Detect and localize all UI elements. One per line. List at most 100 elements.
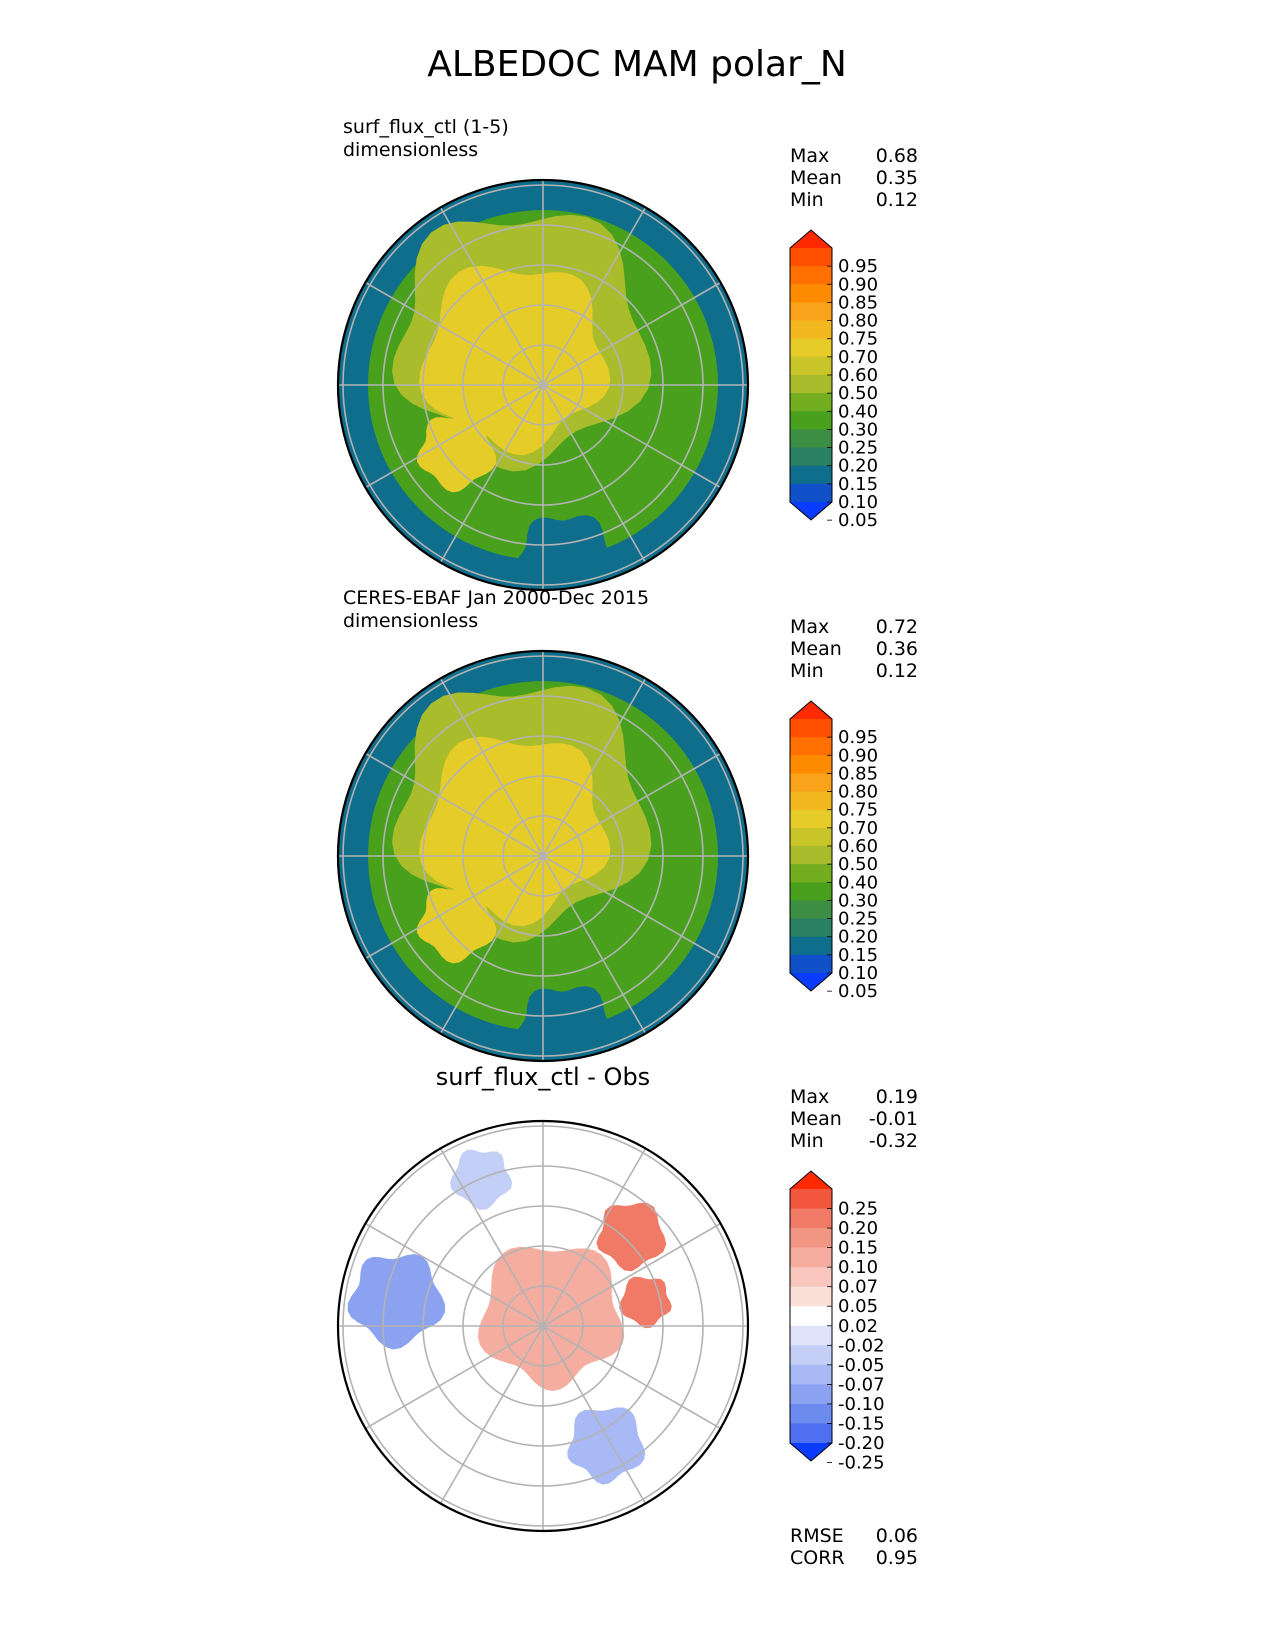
panel-test: surf_flux_ctl (1-5)dimensionless Max 0.68 M…: [336, 116, 918, 592]
colorbar-tick-label: 0.07: [838, 1277, 878, 1298]
colorbar-segment: [790, 320, 832, 340]
stat-label: Min: [790, 1130, 824, 1152]
colorbar-tick-label: 0.15: [838, 1238, 878, 1259]
colorbar-tick-label: 0.60: [838, 836, 878, 857]
stat-value: 0.68: [876, 145, 918, 167]
colorbar-extend-top: [790, 701, 832, 719]
colorbar-tick-label: 0.15: [838, 945, 878, 966]
stat-value: 0.06: [876, 1525, 918, 1547]
meridian-line: [439, 678, 647, 1034]
stat-label: Mean: [790, 167, 842, 189]
map-frame: [336, 1119, 750, 1533]
colorbar-tick-label: 0.05: [838, 1296, 878, 1317]
panel-subtitle: surf_flux_ctl (1-5): [343, 116, 509, 138]
colorbar-segment: [790, 1247, 832, 1268]
colorbar-segment: [790, 1384, 832, 1405]
stat-label: Mean: [790, 1108, 842, 1130]
colorbar-tick-label: 0.80: [838, 782, 878, 803]
colorbar-segment: [790, 791, 832, 811]
stat-value: 0.19: [876, 1086, 918, 1108]
colorbar-tick-label: 0.10: [838, 963, 878, 984]
map-frame: [336, 178, 750, 592]
stat-value: -0.32: [869, 1130, 918, 1152]
stat-label: CORR: [790, 1547, 845, 1569]
colorbar-tick-label: -0.15: [838, 1413, 885, 1434]
colorbar-tick-label: 0.85: [838, 763, 878, 784]
stat-label: Max: [790, 1086, 829, 1108]
colorbar-segment: [790, 755, 832, 774]
colorbar-tick-label: -0.05: [838, 1355, 885, 1376]
stat-label: Min: [790, 189, 824, 211]
atlantic-area: [512, 515, 619, 590]
colorbar: 0.250.200.150.100.070.050.02-0.02-0.05-0…: [789, 1170, 885, 1474]
colorbar-segment: [790, 1423, 832, 1444]
map-frame: [336, 649, 750, 1063]
colorbar-segment: [790, 954, 832, 974]
colorbar-tick-label: -0.20: [838, 1433, 885, 1454]
colorbar-segment: [790, 719, 832, 738]
colorbar-tick-label: 0.20: [838, 456, 878, 477]
panel-units: dimensionless: [343, 139, 478, 161]
colorbar-segment: [790, 1208, 832, 1229]
colorbar-segment: [790, 266, 832, 285]
colorbar-segment: [790, 737, 832, 756]
colorbar-tick-label: 0.90: [838, 274, 878, 295]
greenland-area: [417, 414, 497, 493]
colorbar-tick-label: 0.85: [838, 292, 878, 313]
stat-value: 0.72: [876, 616, 918, 638]
colorbar-tick-label: 0.90: [838, 745, 878, 766]
stat-label: RMSE: [790, 1525, 844, 1547]
colorbar-tick-label: 0.30: [838, 419, 878, 440]
stat-label: Min: [790, 660, 824, 682]
colorbar-segment: [790, 846, 832, 865]
negative-bias-area-2: [567, 1407, 646, 1485]
meridian-line: [439, 207, 647, 563]
colorbar-tick-label: 0.80: [838, 311, 878, 332]
colorbar-extend-top: [790, 230, 832, 248]
stat-value: 0.35: [876, 167, 918, 189]
colorbar-tick-label: 0.30: [838, 890, 878, 911]
colorbar-tick-label: 0.70: [838, 347, 878, 368]
colorbar-segment: [790, 1325, 832, 1346]
colorbar-segment: [790, 465, 832, 485]
colorbar-segment: [790, 483, 832, 503]
colorbar-tick-label: 0.25: [838, 438, 878, 459]
colorbar-segment: [790, 447, 832, 467]
colorbar-segment: [790, 936, 832, 956]
polar-map: [336, 649, 750, 1063]
colorbar-tick-label: 0.05: [838, 510, 878, 531]
colorbar-tick-label: 0.15: [838, 474, 878, 495]
colorbar-segment: [790, 809, 832, 829]
colorbar-extend-top: [790, 1171, 832, 1189]
colorbar-tick-label: -0.07: [838, 1374, 885, 1395]
colorbar-segment: [790, 900, 832, 920]
colorbar-segment: [790, 1228, 832, 1249]
colorbar-tick-label: 0.20: [838, 1218, 878, 1239]
positive-bias-area-2: [596, 1202, 667, 1272]
meridian-line: [439, 1148, 647, 1504]
stat-label: Max: [790, 145, 829, 167]
colorbar-tick-label: 0.60: [838, 365, 878, 386]
colorbar-tick-label: 0.95: [838, 727, 878, 748]
colorbar-segment: [790, 1403, 832, 1424]
panel-units: dimensionless: [343, 610, 478, 632]
polar-map: [336, 178, 750, 592]
colorbar-tick-label: 0.05: [838, 981, 878, 1002]
colorbar-tick-label: 0.10: [838, 492, 878, 513]
colorbar-segment: [790, 773, 832, 793]
colorbar-segment: [790, 429, 832, 449]
positive-bias-area-3: [619, 1276, 672, 1329]
colorbar-tick-label: 0.25: [838, 1199, 878, 1220]
colorbar-tick-label: 0.20: [838, 927, 878, 948]
colorbar-segment: [790, 918, 832, 938]
panel-subtitle: CERES-EBAF Jan 2000-Dec 2015: [343, 587, 649, 609]
panel-title: surf_flux_ctl - Obs: [436, 1063, 650, 1091]
colorbar-tick-label: 0.75: [838, 800, 878, 821]
polar-map: [336, 1119, 750, 1533]
colorbar-extend-bottom: [790, 502, 832, 520]
colorbar-segment: [790, 302, 832, 322]
atlantic-area: [512, 986, 619, 1061]
colorbar-tick-label: -0.02: [838, 1335, 885, 1356]
colorbar-tick-label: 0.75: [838, 329, 878, 350]
